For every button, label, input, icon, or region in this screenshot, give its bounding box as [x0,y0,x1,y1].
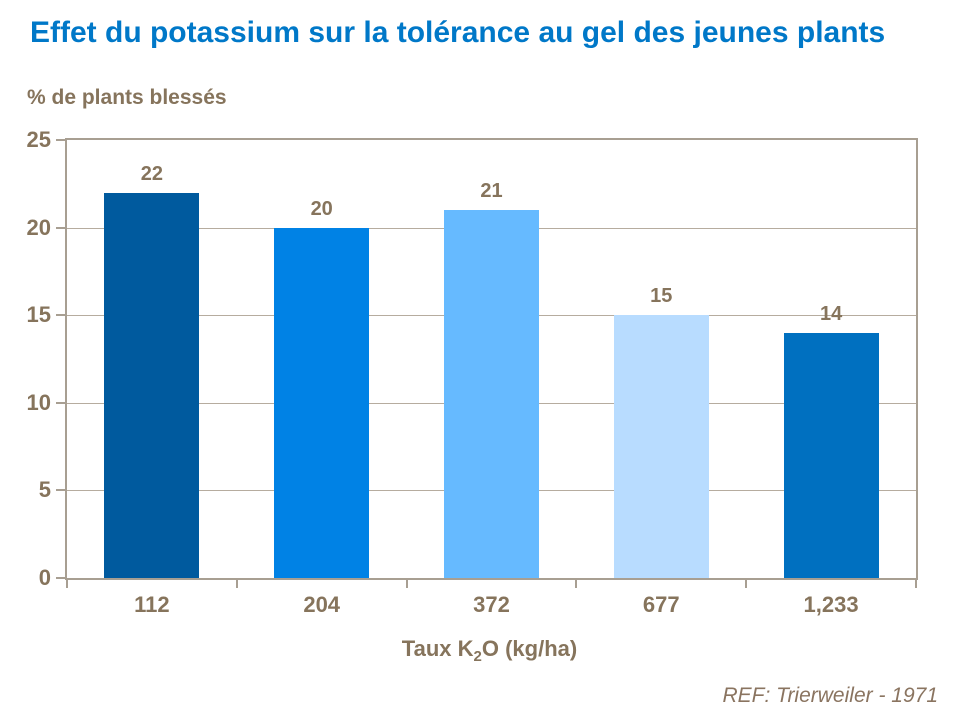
bar-372 [443,210,540,578]
bar-cell-204: 20 [237,140,407,578]
y-tick-label-15: 15 [26,302,51,328]
plot-area: 25 20 15 10 5 0 22 112 20 204 21 372 15 677 14 1,233 [27,127,918,617]
x-tick-label-112: 112 [134,592,170,617]
x-tick-mark-5 [915,578,917,588]
reference-note: REF: Trierweiler - 1971 [722,684,939,707]
bar-cell-112: 22 [67,140,237,578]
bar-cell-1,233: 14 [746,140,916,578]
x-tick-label-204: 204 [303,592,341,617]
x-tick-mark-4 [745,578,748,588]
y-tick-mark-15 [56,314,67,317]
y-tick-label-20: 20 [26,214,51,240]
y-tick-label-0: 0 [38,565,51,590]
x-tick-mark-2 [405,578,408,588]
bar-value-label-1,233: 14 [819,302,843,325]
x-tick-mark-3 [575,578,578,588]
y-tick-mark-0 [56,577,67,579]
x-tick-mark-0 [66,578,68,588]
x-axis-title-suffix: O (kg/ha) [481,636,578,661]
y-tick-mark-20 [56,226,67,229]
y-tick-label-25: 25 [26,127,51,152]
bar-1,233 [783,332,879,578]
y-tick-mark-5 [56,489,67,492]
bar-204 [274,227,370,578]
y-tick-mark-10 [56,401,67,404]
bar-cell-677: 15 [576,140,746,578]
x-axis-title: Taux K2O (kg/ha) [65,636,914,665]
x-tick-label-677: 677 [642,592,680,617]
bar-cell-372: 21 [407,140,577,578]
x-tick-mark-1 [235,578,238,588]
bar-value-label-677: 15 [650,285,673,308]
bar-112 [104,192,200,578]
y-tick-label-5: 5 [38,477,51,503]
x-axis-title-subscript: 2 [473,648,482,665]
bar-value-label-204: 20 [310,197,333,220]
bar-value-label-112: 22 [140,162,164,185]
y-tick-label-10: 10 [26,389,51,415]
x-tick-label-372: 372 [473,592,510,617]
x-tick-label-1,233: 1,233 [803,592,859,617]
bar-value-label-372: 21 [480,180,503,203]
chart-title: Effet du potassium sur la tolérance au g… [30,16,886,49]
y-axis-title: % de plants blessés [27,86,227,109]
y-tick-mark-25 [56,139,67,141]
bar-677 [613,315,709,578]
x-axis-title-prefix: Taux K [401,636,474,661]
